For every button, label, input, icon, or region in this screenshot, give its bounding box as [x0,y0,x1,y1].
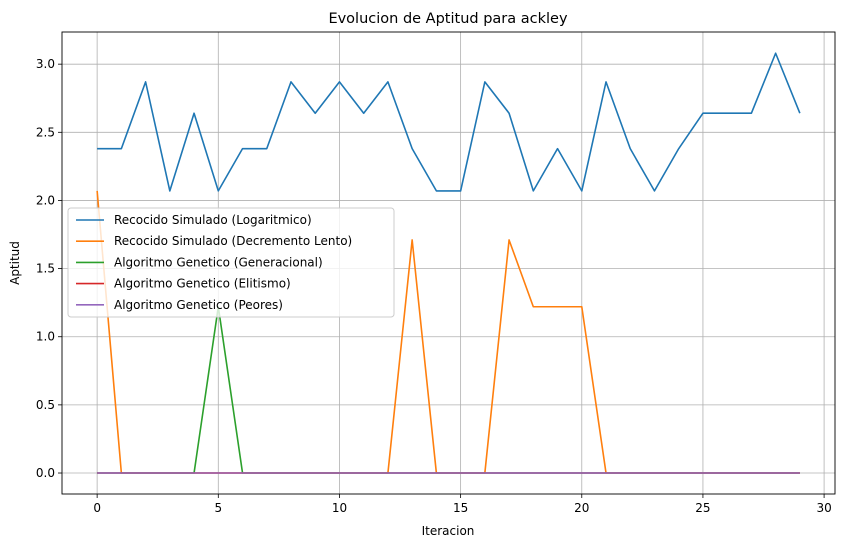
y-tick-label: 3.0 [36,57,55,71]
x-tick-label: 25 [695,501,710,515]
x-tick-label: 30 [816,501,831,515]
x-tick-label: 15 [453,501,468,515]
x-tick-label: 10 [332,501,347,515]
x-axis-ticks: 0 5 10 15 20 25 30 [93,494,832,515]
x-tick-label: 20 [574,501,589,515]
chart-title: Evolucion de Aptitud para ackley [328,11,568,27]
y-tick-label: 1.5 [36,262,55,276]
y-axis-ticks: 0.0 0.5 1.0 1.5 2.0 2.5 3.0 [36,57,62,480]
series-lines [96,52,801,474]
y-tick-label: 1.0 [36,330,55,344]
legend-box [67,207,395,318]
plot-frame [61,31,836,495]
series-line-1 [97,52,801,192]
y-tick-label: 2.5 [36,125,55,139]
legend-label: Algoritmo Genetico (Elitismo) [114,277,291,291]
x-axis-label: Iteracion [422,524,475,538]
legend-label: Algoritmo Genetico (Peores) [114,298,283,312]
legend-label: Algoritmo Genetico (Generacional) [114,255,323,269]
legend-label: Recocido Simulado (Decremento Lento) [114,234,352,248]
y-axis-label: Aptitud [8,241,22,285]
y-tick-label: 2.0 [36,193,55,207]
y-tick-label: 0.0 [36,466,55,480]
legend-label: Recocido Simulado (Logaritmico) [114,213,312,227]
legend: Recocido Simulado (Logaritmico) Recocido … [67,207,395,318]
y-tick-label: 0.5 [36,398,55,412]
x-tick-label: 5 [214,501,222,515]
x-tick-label: 0 [93,501,101,515]
